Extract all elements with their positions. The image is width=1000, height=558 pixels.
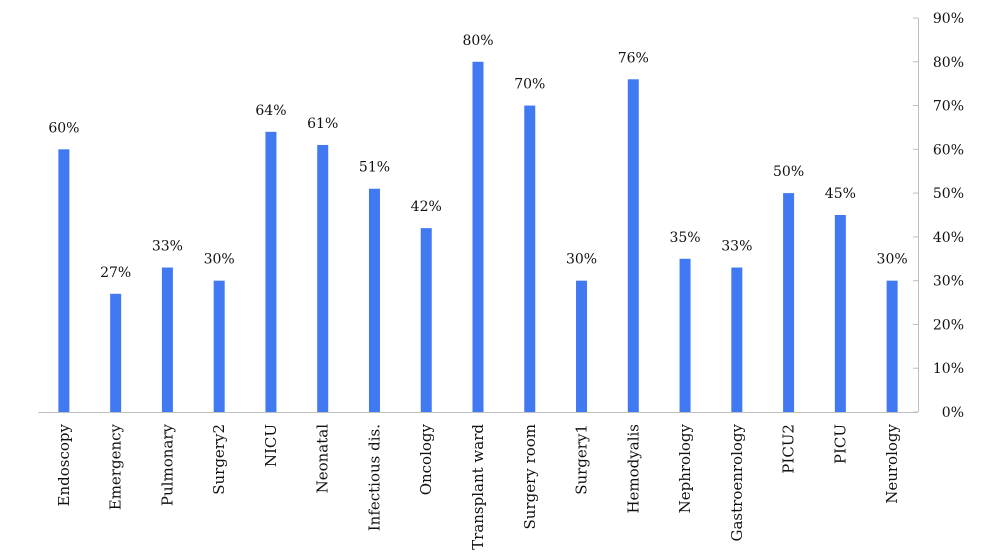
y-tick-label: 70%	[933, 99, 964, 115]
y-tick-label: 50%	[933, 186, 964, 202]
y-tick-label: 40%	[933, 230, 964, 246]
bar-9	[524, 105, 536, 412]
y-tick-label: 0%	[942, 405, 964, 421]
bar-2	[161, 267, 173, 412]
y-tick-label: 80%	[933, 55, 964, 71]
bar-value-label: 50%	[773, 164, 804, 180]
category-label: Neonatal	[314, 424, 332, 494]
bar-11	[627, 79, 639, 412]
bar-value-label: 33%	[721, 239, 752, 255]
category-label: PICU2	[780, 424, 798, 474]
bar-7	[420, 228, 432, 412]
bar-14	[783, 193, 795, 412]
value-labels-group: 60% 27% 33% 30% 64% 61% 51% 42% 80% 70% 30% 76% 35% 3…	[48, 33, 907, 281]
bar-16	[886, 280, 898, 412]
bar-13	[731, 267, 743, 412]
category-labels-group: Endoscopy Emergency Pulmonary Surgery2 NICU N…	[55, 423, 901, 549]
category-label: Neurology	[883, 423, 901, 503]
category-label: Surgery1	[573, 424, 591, 495]
bar-value-label: 64%	[255, 103, 286, 119]
bar-1	[110, 293, 122, 412]
bar-5	[317, 144, 329, 412]
bar-10	[576, 280, 588, 412]
y-tick-label: 30%	[933, 274, 964, 290]
bar-value-label: 27%	[100, 265, 131, 281]
bar-6	[368, 188, 380, 412]
bar-value-label: 76%	[618, 50, 649, 66]
category-label: Emergency	[107, 423, 125, 510]
bar-value-label: 80%	[462, 33, 493, 49]
category-label: Hemodyalis	[624, 424, 642, 514]
bar-0	[58, 149, 70, 412]
category-label: Transplant ward	[469, 424, 487, 550]
bar-value-label: 70%	[514, 77, 545, 93]
bar-value-label: 30%	[877, 252, 908, 268]
bar-3	[213, 280, 225, 412]
y-axis-ticks-group: 0% 10% 20% 30% 40% 50% 60% 70% 80% 90%	[913, 11, 964, 421]
axes-group	[38, 18, 919, 413]
bar-4	[265, 131, 277, 412]
y-tick-label: 60%	[933, 142, 964, 158]
bar-value-label: 45%	[825, 186, 856, 202]
category-label: Oncology	[417, 423, 435, 495]
bar-value-label: 35%	[669, 230, 700, 246]
bar-value-label: 60%	[48, 120, 79, 136]
category-label: Pulmonary	[158, 423, 176, 506]
y-tick-label: 90%	[933, 11, 964, 27]
category-label: Surgery room	[521, 424, 539, 529]
bar-value-label: 30%	[204, 252, 235, 268]
category-label: Infectious dis.	[365, 424, 383, 531]
bar-value-label: 42%	[411, 199, 442, 215]
bars-group	[58, 61, 898, 412]
bar-8	[472, 61, 484, 412]
y-tick-label: 20%	[933, 317, 964, 333]
y-tick-label: 10%	[933, 361, 964, 377]
category-label: Nephrology	[676, 423, 694, 513]
category-label: Gastroenrology	[728, 423, 746, 541]
bar-value-label: 51%	[359, 160, 390, 176]
bar-15	[834, 215, 846, 412]
bar-12	[679, 258, 691, 412]
bar-value-label: 30%	[566, 252, 597, 268]
bar-value-label: 33%	[152, 239, 183, 255]
category-label: Surgery2	[210, 424, 228, 495]
category-label: Endoscopy	[55, 423, 73, 506]
category-label: NICU	[262, 424, 280, 467]
bar-value-label: 61%	[307, 116, 338, 132]
category-label: PICU	[831, 424, 849, 464]
